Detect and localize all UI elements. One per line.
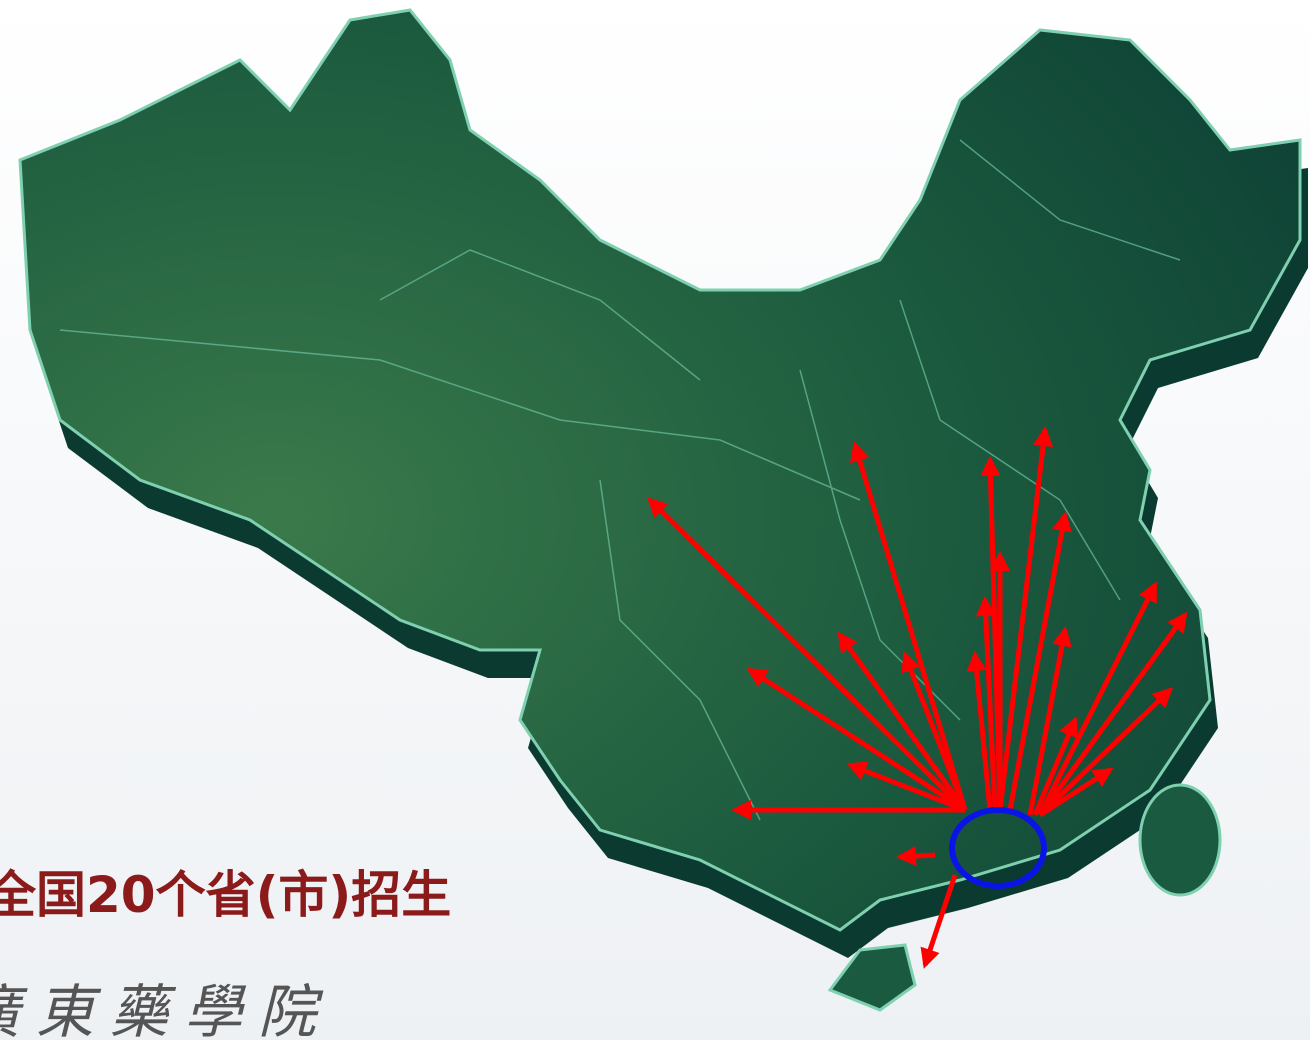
recruit-arrows bbox=[647, 426, 1188, 969]
caption: 全国20个省(市)招生 bbox=[0, 866, 452, 924]
logo: 廣東藥學院 bbox=[0, 978, 333, 1040]
origin-circle bbox=[949, 807, 1047, 889]
